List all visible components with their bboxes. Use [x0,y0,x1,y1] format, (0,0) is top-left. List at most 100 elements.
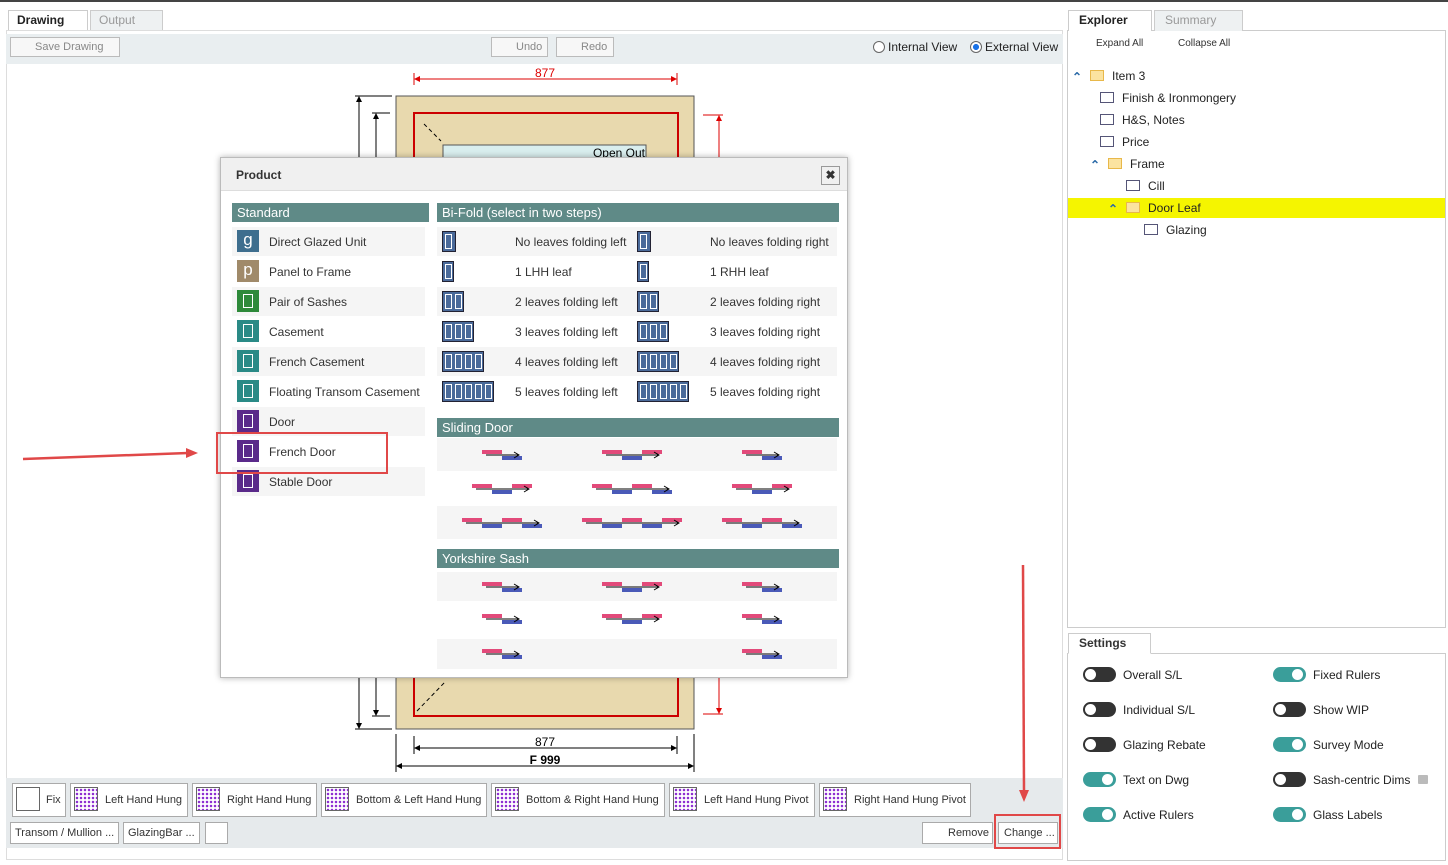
radio[interactable] [873,41,885,53]
bifold-label: 4 leaves folding right [710,355,820,369]
toggle[interactable] [1083,772,1116,787]
leaf-icon [475,354,482,369]
tree-label[interactable]: H&S, Notes [1122,113,1185,127]
toggle-label: Active Rulers [1123,808,1194,822]
tree-label[interactable]: Door Leaf [1148,201,1201,215]
product-label: Direct Glazed Unit [269,235,366,249]
bifold-label: 5 leaves folding left [515,385,618,399]
leaf-icon [465,354,472,369]
undo-button[interactable]: Undo [491,37,548,57]
leaf-icon [485,384,492,399]
toggle[interactable] [1273,807,1306,822]
bifold-label: 4 leaves folding left [515,355,618,369]
toggle[interactable] [1273,667,1306,682]
product-icon: p [237,260,259,282]
tree-label[interactable]: Frame [1130,157,1165,171]
toggle-label: Glazing Rebate [1123,738,1206,752]
slide-icon [707,481,817,497]
remove-button[interactable]: Remove [922,822,993,844]
hung-icon [495,787,519,811]
tree-label[interactable]: Cill [1148,179,1165,193]
radio[interactable] [970,41,982,53]
toggle[interactable] [1083,807,1116,822]
product-label: Stable Door [269,475,332,489]
leaf-icon [455,324,462,339]
toggle-label: Glass Labels [1313,808,1382,822]
leaf-icon [445,384,452,399]
tree-label[interactable]: Finish & Ironmongery [1122,91,1236,105]
toggle[interactable] [1083,667,1116,682]
leaf-icon [640,234,647,249]
redo-button[interactable]: Redo [556,37,614,57]
hung-icon [74,787,98,811]
product-row[interactable] [232,407,425,436]
leaf-icon [640,384,647,399]
save-button[interactable]: Save Drawing [10,37,120,57]
product-row[interactable] [232,317,425,346]
slide-icon [707,515,817,531]
toggle[interactable] [1273,702,1306,717]
icon-inner [243,324,253,338]
leaf-icon [640,324,647,339]
tree-icon [1126,202,1140,213]
view-label: Internal View [888,40,957,54]
slide-icon [447,579,557,595]
tab[interactable]: Drawing [8,10,88,30]
transom-button[interactable]: Transom / Mullion ... [10,822,119,844]
tab[interactable]: Output [90,10,163,30]
hung-icon [16,787,40,811]
product-label: French Door [269,445,336,459]
bifold-icon [637,231,651,252]
bifold-icon [637,351,679,372]
product-icon [237,410,259,432]
slide-icon [577,447,687,463]
slide-icon [577,579,687,595]
product-label: Floating Transom Casement [269,385,420,399]
slide-icon [447,515,557,531]
glazingbar-button[interactable]: GlazingBar ... [123,822,200,844]
knob [1292,669,1303,680]
blank-button[interactable] [205,822,228,844]
product-dialog: Product ✖ StandardgDirect Glazed UnitpPa… [220,157,848,678]
leaf-icon [475,384,482,399]
toggle[interactable] [1083,702,1116,717]
product-label: Casement [269,325,324,339]
toggle[interactable] [1083,737,1116,752]
tree-icon [1100,92,1114,103]
leaf-icon [650,384,657,399]
bifold-label: 3 leaves folding left [515,325,618,339]
bifold-icon [442,291,464,312]
change-button[interactable]: Change ... [998,822,1058,844]
collapse-all[interactable]: Collapse All [1178,38,1230,49]
toggle[interactable] [1273,737,1306,752]
product-label: Door [269,415,295,429]
tree-label[interactable]: Glazing [1166,223,1207,237]
close-button[interactable]: ✖ [821,166,840,185]
hung-icon [196,787,220,811]
dialog-title: Product [236,168,281,182]
section-header: Standard [232,203,429,222]
product-label: Pair of Sashes [269,295,347,309]
product-icon [237,380,259,402]
settings-tab[interactable]: Settings [1068,633,1151,654]
expander: ⌃ [1108,202,1118,216]
leaf-icon [445,324,452,339]
bifold-icon [442,381,494,402]
explorer-tab[interactable]: Summary [1154,10,1243,31]
bifold-icon [442,261,454,282]
icon-inner [243,444,253,458]
knob [1085,739,1096,750]
slide-icon [447,611,557,627]
leaf-icon [660,324,667,339]
expand-all[interactable]: Expand All [1096,38,1143,49]
product-icon [237,470,259,492]
tree-label[interactable]: Price [1122,135,1149,149]
toggle[interactable] [1273,772,1306,787]
slide-icon [707,611,817,627]
toggle-label: Survey Mode [1313,738,1384,752]
toggle-label: Sash-centric Dims [1313,773,1410,787]
tree-label[interactable]: Item 3 [1112,69,1145,83]
explorer-tab[interactable]: Explorer [1068,10,1152,31]
hung-icon [325,787,349,811]
